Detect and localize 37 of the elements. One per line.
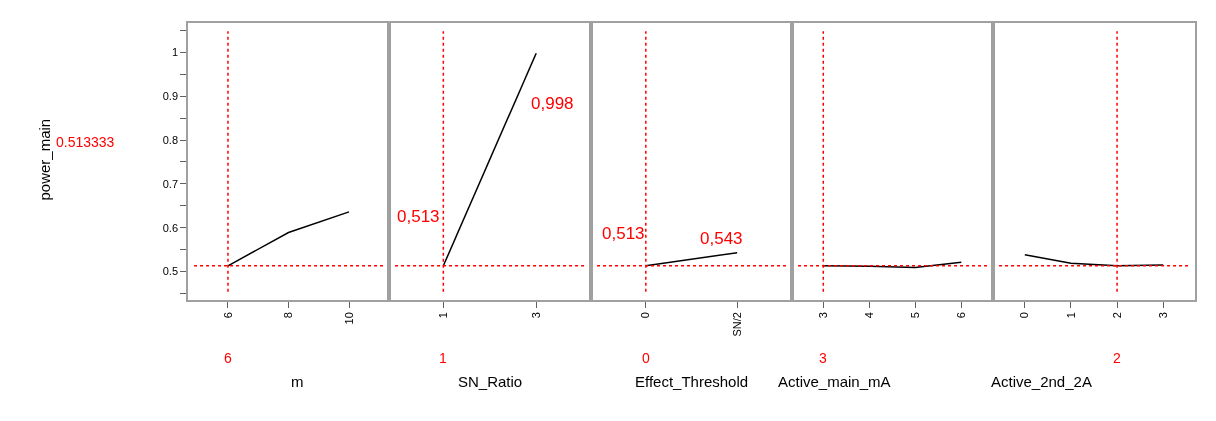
- x-tick-label: SN/2: [730, 312, 743, 337]
- annotation: 0,998: [531, 94, 574, 113]
- ref-line-label: 6: [224, 350, 232, 366]
- x-tick-label: 0: [639, 312, 652, 319]
- y-tick-label: 1: [171, 46, 179, 59]
- x-tick-label: 6: [954, 312, 967, 319]
- x-tick-label: 2: [1110, 312, 1123, 319]
- y-tick-label: 0.9: [162, 90, 179, 103]
- x-tick-label: 6: [221, 312, 234, 319]
- x-axis-title: m: [291, 373, 304, 390]
- annotation: 0,513: [397, 207, 440, 226]
- x-axis-title: Active_2nd_2A: [991, 373, 1092, 390]
- ref-line-label: 3: [819, 350, 827, 366]
- y-tick-label: 0.8: [162, 133, 179, 146]
- y-axis-title: power_main: [35, 118, 53, 201]
- y-tick-label: 0.6: [162, 221, 179, 234]
- x-tick-label: 8: [282, 312, 295, 319]
- x-axis-title: Active_main_mA: [778, 373, 891, 390]
- x-tick-label: 3: [1156, 312, 1169, 319]
- x-tick-label: 3: [816, 312, 829, 319]
- x-tick-label: 5: [908, 312, 921, 319]
- ref-line-label: 0: [642, 350, 650, 366]
- x-axis-title: SN_Ratio: [458, 373, 523, 390]
- x-tick-label: 3: [529, 312, 542, 319]
- x-tick-label: 0: [1018, 312, 1031, 319]
- y-tick-label: 0.5: [162, 265, 179, 278]
- x-tick-label: 1: [436, 312, 449, 319]
- ref-line-label: 0.513333: [56, 134, 115, 150]
- x-tick-label: 10: [342, 312, 355, 325]
- annotation: 0,543: [700, 229, 743, 248]
- annotation: 0,513: [602, 224, 645, 243]
- x-axis-title: Effect_Threshold: [635, 373, 749, 390]
- ref-line-label: 2: [1113, 350, 1121, 366]
- x-tick-label: 1: [1064, 312, 1077, 319]
- ref-line-label: 1: [439, 350, 447, 366]
- y-tick-label: 0.7: [162, 177, 179, 190]
- x-tick-label: 4: [862, 312, 875, 319]
